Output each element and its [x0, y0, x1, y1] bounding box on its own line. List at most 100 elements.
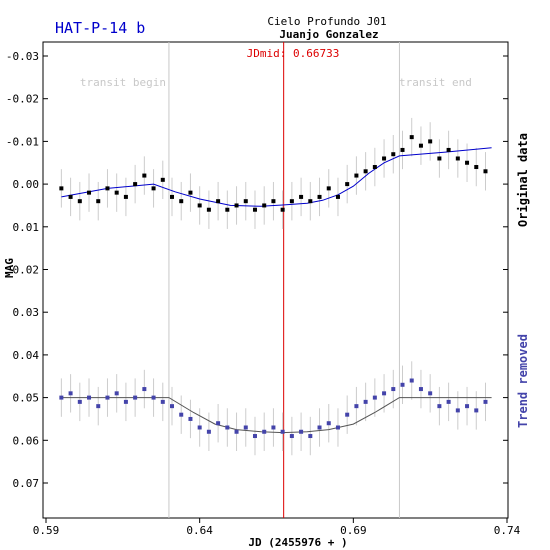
data-point — [271, 425, 276, 430]
data-point — [188, 190, 193, 195]
data-point — [280, 207, 285, 212]
data-point — [114, 391, 119, 396]
data-point — [345, 412, 350, 417]
data-point — [151, 395, 156, 400]
data-point — [225, 207, 230, 212]
data-point — [391, 387, 396, 392]
data-point — [446, 147, 451, 152]
data-point — [160, 399, 165, 404]
data-point — [197, 425, 202, 430]
data-point — [234, 429, 239, 434]
data-point — [179, 412, 184, 417]
data-point — [133, 182, 138, 187]
data-point — [372, 165, 377, 170]
y-tick-label: 0.05 — [13, 392, 40, 405]
data-point — [372, 395, 377, 400]
data-point — [206, 207, 211, 212]
data-point — [96, 404, 101, 409]
x-tick-label: 0.64 — [186, 524, 213, 537]
data-point — [335, 194, 340, 199]
y-axis-label: MAG — [3, 258, 16, 278]
data-point — [262, 203, 267, 208]
data-point — [455, 408, 460, 413]
data-point — [87, 190, 92, 195]
data-point — [428, 391, 433, 396]
data-point — [271, 199, 276, 204]
y-tick-label: 0.01 — [13, 221, 40, 234]
x-tick-label: 0.74 — [494, 524, 521, 537]
data-point — [77, 399, 82, 404]
data-point — [418, 143, 423, 148]
observer-label: Juanjo Gonzalez — [279, 28, 378, 41]
data-point — [179, 199, 184, 204]
data-point — [391, 152, 396, 157]
data-point — [382, 391, 387, 396]
data-point — [363, 399, 368, 404]
data-point — [418, 387, 423, 392]
data-point — [114, 190, 119, 195]
data-point — [289, 199, 294, 204]
data-point — [299, 194, 304, 199]
data-point — [409, 135, 414, 140]
data-point — [142, 387, 147, 392]
data-point — [317, 425, 322, 430]
data-point — [225, 425, 230, 430]
data-point — [465, 160, 470, 165]
data-point — [465, 404, 470, 409]
data-point — [474, 408, 479, 413]
data-point — [59, 186, 64, 191]
data-point — [299, 429, 304, 434]
data-point — [308, 199, 313, 204]
data-point — [400, 147, 405, 152]
data-point — [96, 199, 101, 204]
observatory-label: Cielo Profundo J01 — [267, 15, 386, 28]
x-tick-label: 0.59 — [33, 524, 60, 537]
data-point — [446, 399, 451, 404]
data-point — [335, 425, 340, 430]
data-point — [151, 186, 156, 191]
data-point — [123, 194, 128, 199]
data-point — [280, 429, 285, 434]
data-point — [170, 194, 175, 199]
data-point — [345, 182, 350, 187]
data-point — [206, 429, 211, 434]
data-point — [105, 186, 110, 191]
data-point — [142, 173, 147, 178]
data-point — [243, 425, 248, 430]
data-point — [68, 391, 73, 396]
data-point — [262, 429, 267, 434]
data-point — [133, 395, 138, 400]
y-tick-label: 0.03 — [13, 306, 40, 319]
jd-mid-label: JDmid: 0.66733 — [247, 47, 340, 60]
data-point — [59, 395, 64, 400]
chart-title: HAT-P-14 b — [55, 19, 145, 37]
data-point — [234, 203, 239, 208]
data-point — [216, 421, 221, 426]
data-point — [289, 434, 294, 439]
transit-end-label: transit end — [399, 76, 472, 89]
data-point — [483, 399, 488, 404]
data-point — [123, 399, 128, 404]
data-point — [252, 207, 257, 212]
data-point — [243, 199, 248, 204]
data-point — [474, 165, 479, 170]
fit-curve — [61, 147, 492, 207]
y-tick-label: -0.03 — [6, 50, 39, 63]
data-point — [400, 382, 405, 387]
data-point — [409, 378, 414, 383]
data-point — [354, 404, 359, 409]
y-tick-label: 0.06 — [13, 434, 40, 447]
data-point — [105, 395, 110, 400]
data-point — [308, 434, 313, 439]
data-point — [197, 203, 202, 208]
side-label-original: Original data — [516, 133, 530, 227]
data-point — [317, 194, 322, 199]
y-tick-label: 0.00 — [13, 178, 40, 191]
data-point — [382, 156, 387, 161]
data-point — [216, 199, 221, 204]
plot-frame — [42, 41, 509, 519]
data-point — [77, 199, 82, 204]
transit-begin-label: transit begin — [80, 76, 166, 89]
data-point — [455, 156, 460, 161]
